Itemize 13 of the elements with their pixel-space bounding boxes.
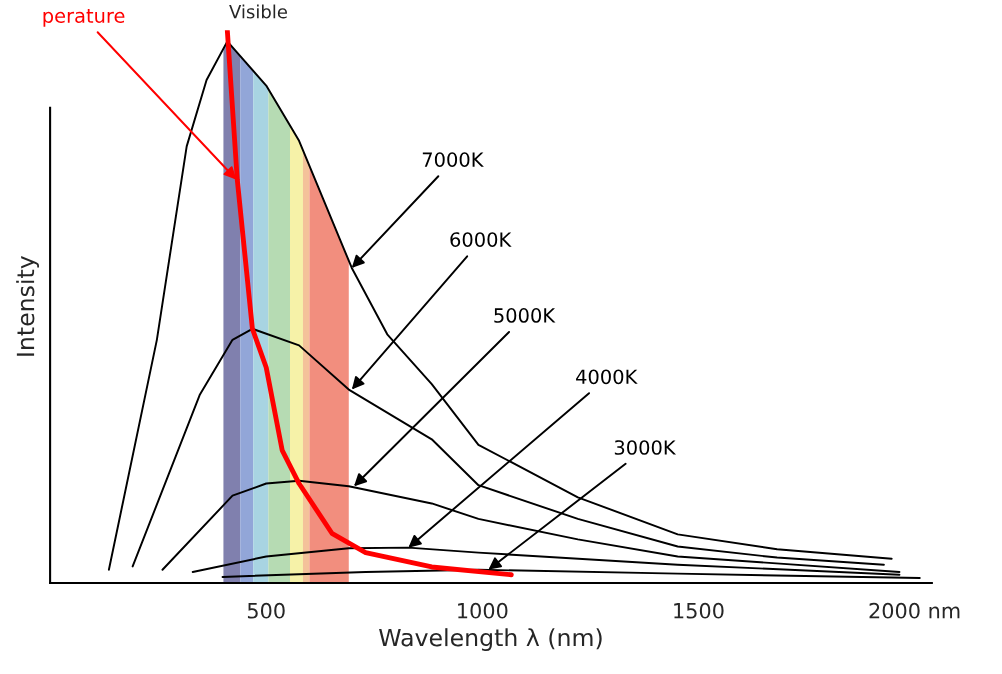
- x-axis-title: Wavelength λ (nm): [379, 628, 602, 652]
- annotation: 4000K: [576, 369, 638, 385]
- annotation: 3000K: [614, 440, 677, 455]
- annotation: perature: [43, 9, 125, 27]
- y-axis-title: Intensity: [16, 255, 39, 356]
- x-tick-label: 2000 nm: [869, 602, 960, 619]
- annotation: 5000K: [494, 308, 556, 323]
- annotation: 7000K: [422, 152, 484, 167]
- annotation: 6000K: [450, 232, 512, 247]
- x-tick-label: 500: [247, 602, 285, 619]
- x-tick-label: 1000: [458, 602, 508, 619]
- x-tick-label: 1500: [674, 602, 724, 619]
- band-label: Visible: [229, 4, 287, 19]
